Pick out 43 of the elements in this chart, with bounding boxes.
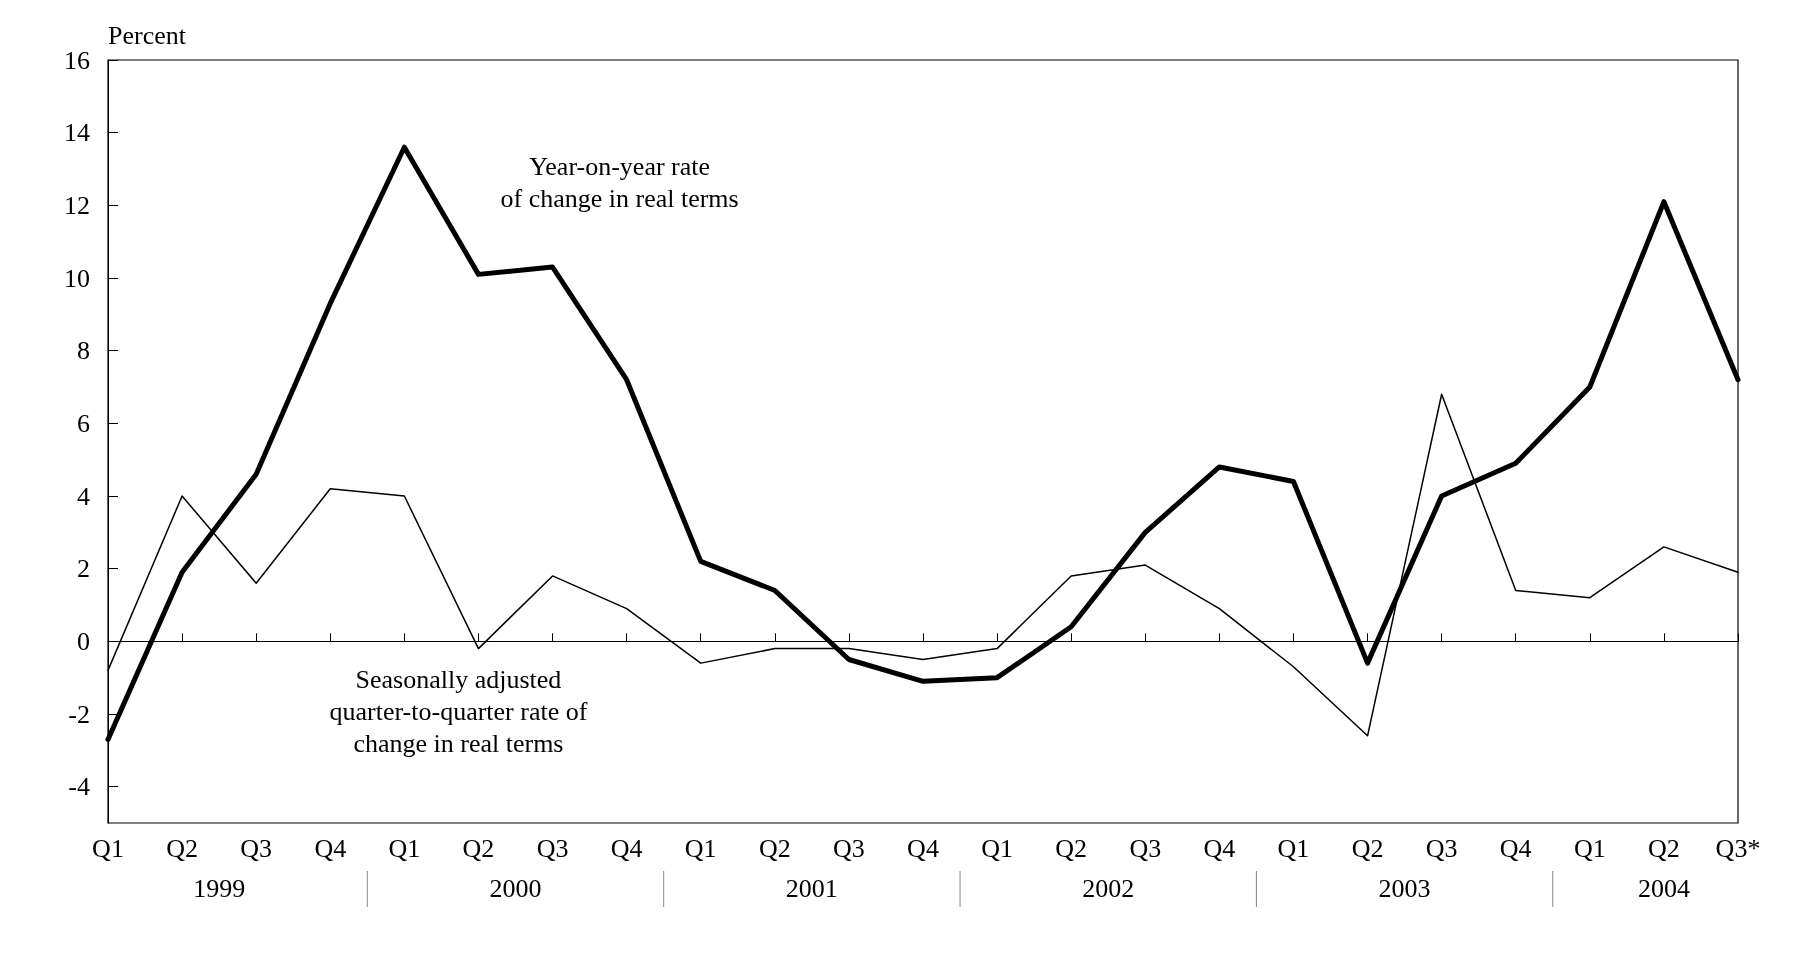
x-tick-label: Q4 (610, 833, 643, 863)
x-tick-label: Q2 (166, 833, 198, 863)
x-tick-label: Q1 (981, 833, 1013, 863)
x-tick-label: Q3 (1129, 833, 1162, 863)
y-tick-label: 14 (64, 118, 90, 148)
text: 1999 (193, 873, 246, 903)
y-tick-label: 10 (64, 263, 90, 293)
y-tick-label: 16 (64, 45, 90, 75)
x-tick-label: Q3 (1425, 833, 1458, 863)
x-tick-label: Q1 (1573, 833, 1606, 863)
x-tick-label: Q2 (758, 833, 791, 863)
x-tick-label: Q4 (907, 833, 939, 863)
annotation: Seasonally adjusted quarter-to-quarter rate of change in real terms (329, 664, 588, 758)
y-tick-label: 0 (77, 626, 90, 656)
text: 2001 (785, 873, 838, 903)
text: 2003 (1378, 873, 1431, 903)
x-tick-label: Q3 (240, 833, 273, 863)
x-tick-label: Q1 (1277, 833, 1310, 863)
x-tick-label: Q4 (1203, 833, 1236, 863)
y-tick-label: -2 (68, 699, 90, 729)
y-tick-label: 2 (77, 554, 90, 584)
y-axis-title: Percent (108, 20, 187, 50)
x-tick-label: Q4 (314, 833, 347, 863)
y-tick-label: 8 (77, 336, 90, 366)
x-tick-label: Q3 (536, 833, 569, 863)
x-tick-label: Q3 (833, 833, 865, 863)
x-tick-label: Q2 (1648, 833, 1680, 863)
x-tick-label: Q1 (684, 833, 717, 863)
x-tick-label: Q2 (462, 833, 495, 863)
y-tick-label: 4 (77, 481, 90, 511)
annotation: Year-on-year rate of change in real terms (500, 151, 739, 213)
y-tick-label: 12 (64, 190, 90, 220)
x-tick-label: Q1 (92, 833, 124, 863)
x-tick-label: Q2 (1055, 833, 1088, 863)
x-tick-label: Q3* (1715, 833, 1761, 863)
x-tick-label: Q1 (388, 833, 421, 863)
y-tick-label: 6 (77, 408, 90, 438)
x-tick-label: Q4 (1499, 833, 1532, 863)
text: 2002 (1082, 873, 1135, 903)
text: 2000 (489, 873, 542, 903)
y-tick-label: -4 (68, 772, 90, 802)
x-tick-label: Q2 (1351, 833, 1384, 863)
text: 2004 (1637, 873, 1690, 903)
